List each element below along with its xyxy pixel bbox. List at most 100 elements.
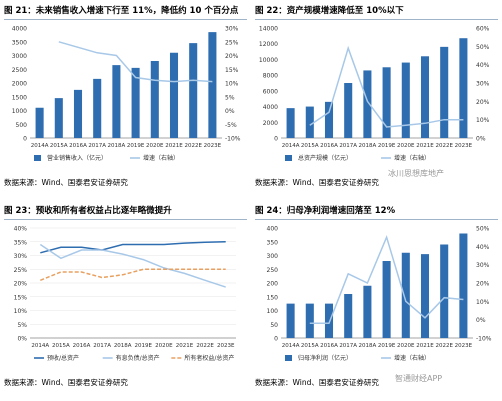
- chart-panel-profit: 图 24：归母净利润增速回落至 12% 0 50 100 150 200 250 300 35…: [251, 200, 502, 400]
- chart-source: 数据来源：Wind、国泰君安证券研究: [4, 378, 128, 387]
- y2-tick-label: 40%: [476, 244, 490, 251]
- y-tick-label: 0%: [17, 336, 27, 343]
- y-tick-label: 50: [270, 322, 278, 329]
- bar: [459, 233, 468, 338]
- chart-title: 图 21：未来销售收入增速下行至 11%，降低约 10 个百分点: [4, 6, 239, 16]
- y-tick-label: 2000: [263, 120, 278, 127]
- bar: [35, 107, 44, 138]
- legend-label: 总资产规模（亿元）: [298, 154, 352, 162]
- bar: [305, 303, 314, 338]
- chart-panel-assets: 图 22：资产规模增速降低至 10%以下 0 2000 4000 6000 8000 10…: [251, 0, 502, 200]
- legend-swatch: [285, 155, 292, 161]
- x-tick-label: 2017A: [93, 343, 111, 349]
- x-tick-label: 2015A: [52, 343, 70, 349]
- y-tick-label: 350: [267, 239, 279, 246]
- y-tick-label: 300: [267, 253, 279, 260]
- y-tick-label: 4000: [263, 104, 278, 111]
- y-tick-label: 8000: [263, 73, 278, 80]
- y2-tick-label: 40%: [476, 62, 490, 69]
- x-tick-label: 2015A: [301, 343, 319, 349]
- bar: [401, 62, 410, 139]
- x-tick-label: 2020E: [155, 343, 173, 349]
- y-tick-label: 0: [23, 136, 27, 143]
- x-tick-label: 2023E: [204, 143, 222, 149]
- x-tick-label: 2023E: [455, 343, 473, 349]
- y2-tick-label: 20%: [476, 281, 490, 288]
- y-tick-label: 150: [267, 294, 279, 301]
- y-tick-label: 400: [267, 226, 279, 233]
- watermark: 智通财经APP: [395, 374, 443, 383]
- chart-title: 图 23：预收和所有者权益占比逐年略微提升: [4, 206, 172, 216]
- x-tick-label: 2021E: [416, 143, 434, 149]
- x-tick-label: 2018A: [359, 143, 377, 149]
- bar: [150, 61, 159, 138]
- title-divider: [4, 19, 247, 20]
- x-tick-label: 2022E: [196, 343, 214, 349]
- series-line: [58, 41, 213, 83]
- y2-tick-label: -10%: [476, 336, 492, 343]
- legend-swatch: [285, 355, 292, 361]
- x-tick-label: 2019E: [378, 343, 396, 349]
- y-tick-label: 250: [267, 267, 279, 274]
- bar: [363, 285, 372, 338]
- series-line: [40, 268, 226, 281]
- x-tick-label: 2023E: [217, 343, 235, 349]
- legend-label: 增速（右轴）: [394, 354, 430, 362]
- y2-tick-label: -5%: [225, 122, 237, 129]
- x-tick-label: 2018A: [108, 143, 126, 149]
- y-tick-label: 40%: [14, 226, 28, 233]
- y2-tick-label: 10%: [225, 81, 239, 88]
- y2-tick-label: 50%: [476, 226, 490, 233]
- chart-source: 数据来源：Wind、国泰君安证券研究: [4, 178, 128, 187]
- x-tick-label: 2021E: [176, 343, 194, 349]
- y2-tick-label: 50%: [476, 44, 490, 51]
- bar: [440, 46, 449, 138]
- y-tick-label: 10000: [259, 57, 278, 64]
- y-tick-label: 35%: [14, 239, 28, 246]
- bar: [112, 65, 121, 138]
- y2-tick-label: 20%: [225, 53, 239, 60]
- y2-tick-label: 5%: [225, 94, 235, 101]
- profit-chart: 0 50 100 150 200 250 300 350 400 -10% 0% 10% 20% 30% 4…: [267, 226, 492, 363]
- bar: [305, 106, 314, 138]
- x-tick-label: 2020E: [146, 143, 164, 149]
- x-tick-label: 2021E: [416, 343, 434, 349]
- y-tick-label: 3000: [12, 53, 27, 60]
- x-tick-label: 2021E: [165, 143, 183, 149]
- x-tick-label: 2020E: [397, 143, 415, 149]
- legend-label: 有息负债/总资产: [116, 354, 160, 362]
- bar: [324, 101, 334, 138]
- watermark: 冰川思想库地产: [388, 169, 444, 178]
- x-tick-label: 2018A: [114, 343, 132, 349]
- series-line: [309, 45, 464, 128]
- y-tick-label: 100: [267, 308, 279, 315]
- y2-tick-label: 20%: [476, 99, 490, 106]
- series-line: [309, 234, 464, 325]
- legend-label: 所有者权益/总资产: [184, 354, 234, 362]
- y-tick-label: 6000: [263, 88, 278, 95]
- bar: [73, 89, 83, 138]
- y2-tick-label: 10%: [476, 117, 490, 124]
- y2-tick-label: 0%: [476, 136, 486, 143]
- y-tick-label: 10%: [14, 308, 28, 315]
- bar: [344, 83, 353, 138]
- y2-tick-label: -10%: [225, 136, 241, 143]
- y-tick-label: 14000: [259, 26, 278, 33]
- y-tick-label: 500: [16, 122, 28, 129]
- chart-panel-revenue: 图 21：未来销售收入增速下行至 11%，降低约 10 个百分点 0 500 100…: [0, 0, 251, 200]
- chart-title: 图 24：归母净利润增速回落至 12%: [255, 206, 396, 216]
- y2-tick-label: 0%: [476, 317, 486, 324]
- x-tick-label: 2017A: [339, 343, 357, 349]
- y2-tick-label: 10%: [476, 299, 490, 306]
- bar: [189, 43, 198, 138]
- legend-label: 归母净利润（亿元）: [298, 354, 352, 362]
- y2-tick-label: 30%: [225, 26, 239, 33]
- x-tick-label: 2019E: [378, 143, 396, 149]
- legend-label: 预收/总资产: [47, 354, 79, 362]
- y2-tick-label: 30%: [476, 262, 490, 269]
- x-tick-label: 2022E: [435, 143, 453, 149]
- series-line: [40, 241, 226, 254]
- y2-tick-label: 60%: [476, 26, 490, 33]
- y-tick-label: 1500: [12, 94, 27, 101]
- bar: [286, 108, 295, 138]
